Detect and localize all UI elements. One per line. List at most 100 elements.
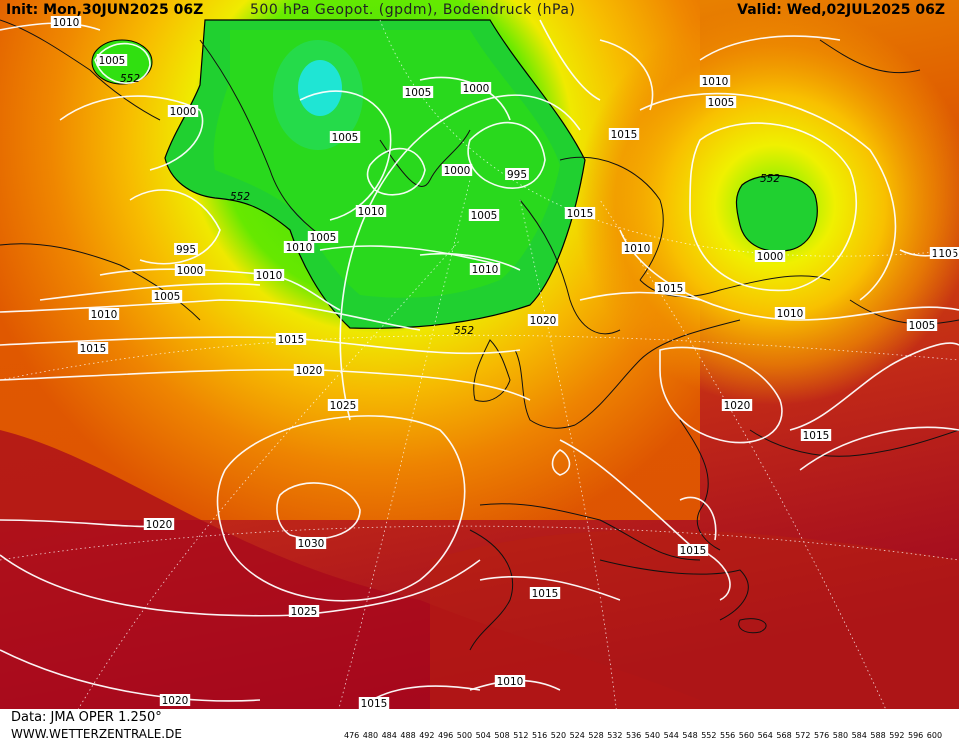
scale-label: 568	[776, 731, 792, 740]
pressure-label-text: 1015	[361, 698, 388, 710]
pressure-label: 1020	[721, 399, 753, 412]
pressure-label-text: 1010	[256, 270, 283, 282]
pressure-label-text: 1005	[909, 320, 936, 332]
pressure-label-text: 1015	[657, 283, 684, 295]
cyan-halo	[273, 40, 363, 150]
pressure-label: 552	[230, 191, 250, 203]
scale-label: 484	[381, 731, 397, 740]
pressure-label: 1015	[275, 333, 307, 346]
pressure-label-text: 1000	[170, 106, 197, 118]
pressure-label-text: 1015	[80, 343, 107, 355]
website-link[interactable]: WWW.WETTERZENTRALE.DE	[11, 727, 182, 741]
pressure-label-text: 1010	[358, 206, 385, 218]
pressure-label-text: 1010	[777, 308, 804, 320]
scale-label: 492	[419, 731, 435, 740]
pressure-label-text: 1020	[724, 400, 751, 412]
scale-label: 548	[682, 731, 698, 740]
pressure-label: 1005	[96, 54, 128, 67]
pressure-label-text: 1005	[154, 291, 181, 303]
pressure-label-text: 1020	[162, 695, 189, 707]
pressure-label: 1030	[295, 537, 327, 550]
pressure-label-text: 1000	[463, 83, 490, 95]
scale-label: 572	[795, 731, 811, 740]
pressure-label-text: 1015	[278, 334, 305, 346]
pressure-label: 1000	[441, 164, 473, 177]
pressure-label-text: 1000	[444, 165, 471, 177]
pressure-label: 995	[505, 168, 529, 181]
pressure-label: 1005	[906, 319, 938, 332]
scale-label: 592	[889, 731, 905, 740]
pressure-label: 1020	[293, 364, 325, 377]
pressure-label: 1010	[469, 263, 501, 276]
scale-label: 496	[438, 731, 454, 740]
scale-label: 564	[757, 731, 773, 740]
scale-label: 508	[494, 731, 510, 740]
pressure-label: 995	[174, 243, 198, 256]
pressure-label: 1005	[402, 86, 434, 99]
pressure-label: 1010	[253, 269, 285, 282]
valid-time: Valid: Wed,02JUL2025 06Z	[737, 2, 945, 18]
footer	[0, 709, 959, 741]
pressure-label: 1010	[699, 75, 731, 88]
pressure-label-text: 1005	[310, 232, 337, 244]
pressure-label: 552	[120, 73, 140, 85]
scale-label: 528	[588, 731, 604, 740]
pressure-label-text: 1000	[757, 251, 784, 263]
pressure-label-text: 552	[760, 173, 780, 185]
scale-label: 580	[832, 731, 849, 740]
pressure-label: 1025	[327, 399, 359, 412]
init-time: Init: Mon,30JUN2025 06Z	[6, 2, 204, 18]
pressure-label: 1010	[355, 205, 387, 218]
scale-label: 488	[400, 731, 416, 740]
scale-label: 476	[344, 731, 360, 740]
pressure-label: 1020	[527, 314, 559, 327]
pressure-label-text: 1020	[530, 315, 557, 327]
pressure-label: 1015	[654, 282, 686, 295]
scale-label: 596	[908, 731, 924, 740]
scale-label: 588	[870, 731, 886, 740]
scale-label: 560	[738, 731, 755, 740]
pressure-label-text: 1010	[472, 264, 499, 276]
pressure-label: 1010	[283, 241, 315, 254]
pressure-label: 1015	[77, 342, 109, 355]
scale-label: 516	[532, 731, 548, 740]
pressure-label-text: 1010	[497, 676, 524, 688]
pressure-label-text: 1010	[53, 17, 80, 29]
pressure-label-layer: 1010100555210005529951000100510101015101…	[50, 16, 959, 710]
pressure-label: 1005	[151, 290, 183, 303]
pressure-label: 1000	[167, 105, 199, 118]
pressure-label: 1015	[677, 544, 709, 557]
scale-label: 544	[663, 731, 679, 740]
cyan-core	[298, 60, 342, 116]
pressure-label: 1020	[143, 518, 175, 531]
pressure-label: 1015	[800, 429, 832, 442]
data-source: Data: JMA OPER 1.250°	[11, 710, 162, 725]
pressure-label-text: 552	[230, 191, 250, 203]
pressure-label-text: 1020	[296, 365, 323, 377]
pressure-label-text: 1020	[146, 519, 173, 531]
scale-label: 524	[569, 731, 585, 740]
scale-label: 480	[362, 731, 379, 740]
pressure-label: 1005	[329, 131, 361, 144]
map-title: 500 hPa Geopot. (gpdm), Bodendruck (hPa)	[250, 2, 576, 18]
pressure-label: 1025	[288, 605, 320, 618]
scale-label: 500	[456, 731, 473, 740]
pressure-label: 1010	[88, 308, 120, 321]
pressure-label: 552	[760, 173, 780, 185]
pressure-label-text: 1005	[332, 132, 359, 144]
pressure-label: 1015	[608, 128, 640, 141]
pressure-label-text: 1015	[611, 129, 638, 141]
contour-552-east	[735, 174, 818, 252]
scale-label: 540	[644, 731, 661, 740]
pressure-label: 1010	[50, 16, 82, 29]
scale-label: 512	[513, 731, 529, 740]
pressure-label: 10	[936, 247, 954, 260]
pressure-label: 1000	[174, 264, 206, 277]
pressure-label: 1015	[564, 207, 596, 220]
pressure-label-text: 552	[454, 325, 474, 337]
pressure-label: 552	[454, 325, 474, 337]
pressure-label-text: 1010	[702, 76, 729, 88]
pressure-label-text: 1015	[567, 208, 594, 220]
scale-label: 532	[607, 731, 623, 740]
pressure-label: 1000	[754, 250, 786, 263]
